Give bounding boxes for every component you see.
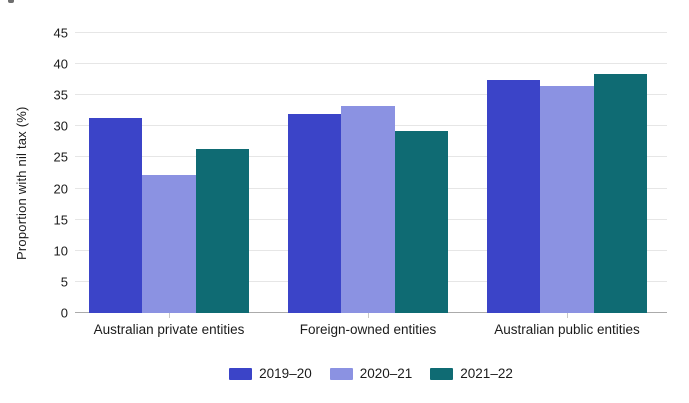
y-tick-label-35: 35: [53, 87, 68, 103]
x-tick-mark-foreign-owned-entities: [368, 313, 369, 318]
y-tick-label-5: 5: [60, 274, 68, 290]
legend-label-2021-22: 2021–22: [460, 366, 513, 382]
y-tick-label-0: 0: [60, 305, 68, 321]
bar-2020-21-foreign-owned-entities: [341, 106, 395, 313]
bar-2019-20-australian-private-entities: [89, 118, 143, 313]
legend-label-2020-21: 2020–21: [359, 366, 413, 382]
legend: 2019–20 2020–21 2021–22: [75, 366, 667, 382]
legend-swatch-2019-20: [229, 368, 253, 380]
bar-2021-22-australian-private-entities: [195, 149, 249, 313]
x-tick-mark-australian-private-entities: [169, 313, 170, 318]
gridline-35: [75, 94, 667, 96]
legend-swatch-2021-22: [430, 368, 454, 380]
x-tick-mark-australian-public-entities: [567, 313, 568, 318]
y-tick-label-15: 15: [53, 212, 68, 228]
plot-area: [75, 32, 667, 318]
y-tick-label-10: 10: [53, 243, 68, 259]
x-category-label-australian-public-entities: Australian public entities: [494, 322, 640, 337]
y-tick-label-20: 20: [53, 181, 68, 197]
bar-2020-21-australian-public-entities: [540, 85, 594, 313]
bar-2019-20-foreign-owned-entities: [288, 113, 342, 313]
y-tick-label-40: 40: [53, 56, 68, 72]
bar-2019-20-australian-public-entities: [487, 79, 541, 313]
cropped-text-artifact: [8, 0, 14, 3]
legend-swatch-2020-21: [329, 368, 353, 380]
bar-2021-22-australian-public-entities: [593, 74, 647, 313]
legend-label-2019-20: 2019–20: [259, 366, 312, 382]
x-category-label-australian-private-entities: Australian private entities: [93, 322, 245, 337]
legend-item-2021-22: 2021–22: [430, 367, 513, 381]
y-axis-tick-labels: 0 5 10 15 20 25 30 35 40 45: [0, 27, 68, 320]
bar-2020-21-australian-private-entities: [142, 174, 196, 313]
gridline-45: [75, 32, 667, 33]
y-tick-label-25: 25: [53, 149, 68, 165]
gridline-40: [75, 63, 667, 65]
y-tick-label-30: 30: [53, 118, 68, 134]
x-category-label-foreign-owned-entities: Foreign-owned entities: [299, 322, 437, 337]
legend-item-2020-21: 2020–21: [329, 366, 413, 382]
x-category-labels: Australian private entities Foreign-owned…: [75, 322, 667, 340]
legend-item-2019-20: 2019–20: [229, 367, 312, 381]
bar-2021-22-foreign-owned-entities: [394, 131, 448, 313]
y-tick-label-45: 45: [53, 25, 68, 41]
